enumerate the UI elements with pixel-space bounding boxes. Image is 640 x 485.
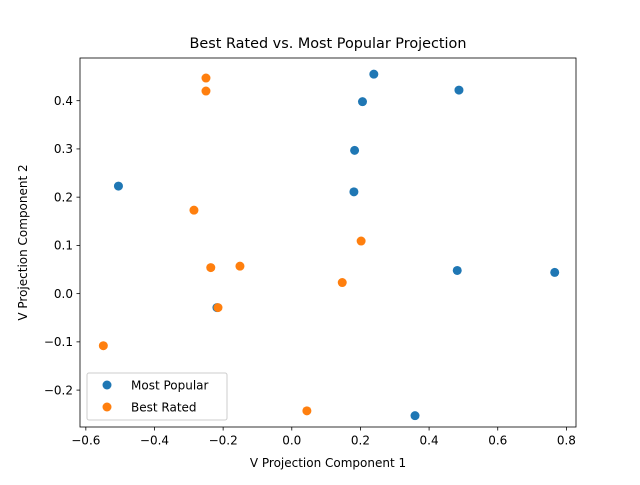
x-tick-label: −0.2 (209, 434, 238, 448)
data-point-most-popular (113, 181, 123, 191)
x-tick-label: 0.2 (351, 434, 370, 448)
data-point-best-rated (213, 303, 223, 313)
plot-frame (79, 57, 577, 428)
data-point-best-rated (356, 236, 366, 246)
y-tick-label: 0.3 (54, 142, 73, 156)
y-tick-label: 0.2 (54, 190, 73, 204)
data-point-best-rated (201, 73, 211, 83)
x-tick-label: −0.4 (140, 434, 169, 448)
data-point-most-popular (454, 85, 464, 95)
x-tick-label: 0.8 (557, 434, 576, 448)
y-tick-label: 0.4 (54, 94, 73, 108)
x-axis-ticks: −0.6 −0.4 −0.2 0.0 0.2 0.4 0.6 0.8 (71, 427, 576, 448)
data-point-best-rated (337, 278, 347, 288)
y-tick-label: 0.1 (54, 239, 73, 253)
legend-label-most-popular: Most Popular (131, 379, 209, 393)
data-point-most-popular (357, 97, 367, 107)
y-tick-label: −0.1 (44, 335, 73, 349)
data-point-best-rated (302, 406, 312, 416)
legend-marker-best-rated (102, 402, 112, 412)
x-tick-label: 0.4 (420, 434, 439, 448)
x-axis-label: V Projection Component 1 (250, 456, 406, 470)
legend: Most Popular Best Rated (86, 372, 228, 421)
x-tick-label: 0.6 (488, 434, 507, 448)
data-point-most-popular (410, 411, 420, 421)
data-point-best-rated (189, 205, 199, 215)
y-axis-label: V Projection Component 2 (16, 164, 30, 320)
legend-marker-most-popular (102, 380, 112, 390)
legend-label-best-rated: Best Rated (131, 401, 197, 415)
data-point-most-popular (349, 187, 359, 197)
data-point-best-rated (98, 341, 108, 351)
data-point-most-popular (452, 265, 462, 275)
data-point-most-popular (550, 267, 560, 277)
data-point-most-popular (350, 145, 360, 155)
legend-box (86, 372, 228, 421)
data-points (98, 69, 560, 421)
data-point-best-rated (206, 263, 216, 273)
data-point-best-rated (201, 86, 211, 96)
y-axis-ticks: −0.2 −0.1 0.0 0.1 0.2 0.3 0.4 (44, 94, 80, 397)
chart-title: Best Rated vs. Most Popular Projection (190, 36, 467, 52)
x-tick-label: −0.6 (71, 434, 100, 448)
x-tick-label: 0.0 (282, 434, 301, 448)
y-tick-label: 0.0 (54, 287, 73, 301)
data-point-best-rated (235, 261, 245, 271)
data-point-most-popular (369, 69, 379, 79)
y-tick-label: −0.2 (44, 383, 73, 397)
